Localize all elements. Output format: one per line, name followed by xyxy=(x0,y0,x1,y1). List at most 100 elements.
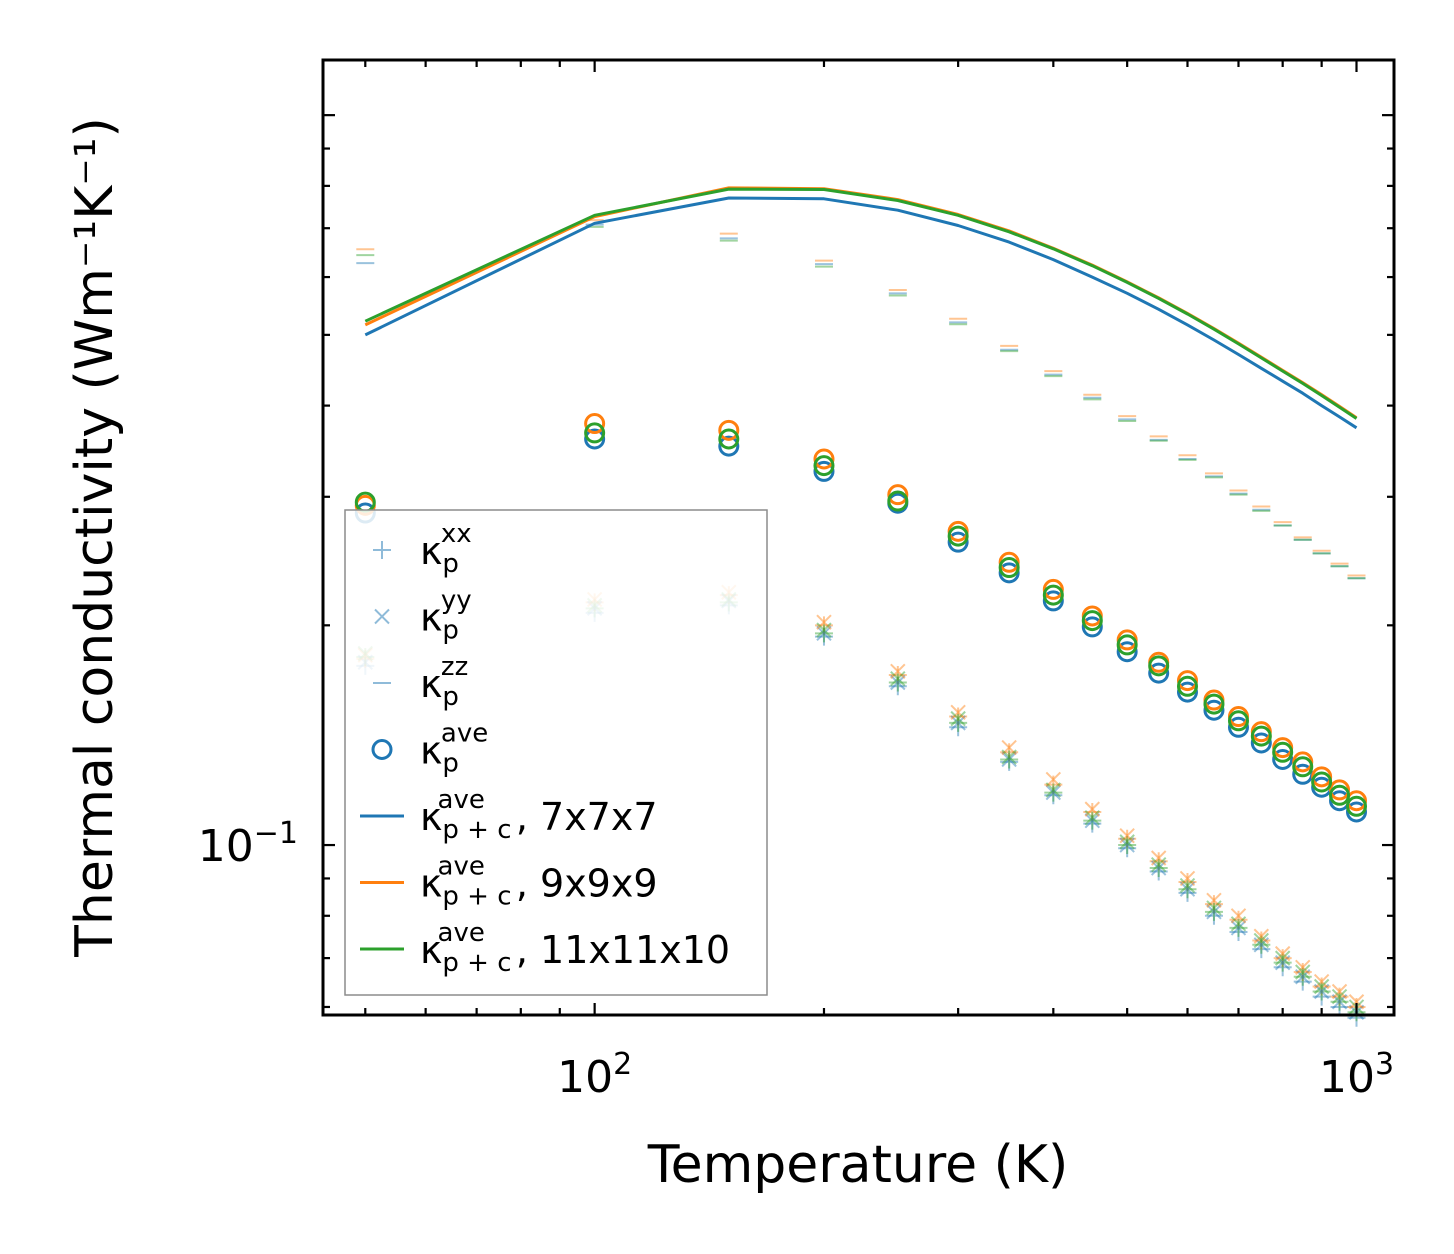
data-point-p-ave-11x11x10 xyxy=(584,422,606,444)
data-point-p-ave-7x7x7 xyxy=(1148,662,1170,684)
legend-marker xyxy=(373,541,391,559)
data-point-p-yy-9x9x9 xyxy=(1206,892,1222,909)
data-point-p-xx-9x9x9 xyxy=(1229,910,1248,929)
data-point-p-yy-11x11x10 xyxy=(1179,877,1196,894)
data-point-p-yy-7x7x7 xyxy=(816,625,832,642)
data-point-p-ave-9x9x9 xyxy=(887,484,909,506)
data-point-p-yy-9x9x9 xyxy=(1253,928,1270,944)
data-point-p-ave-11x11x10 xyxy=(1292,756,1314,778)
data-point-p-xx-9x9x9 xyxy=(814,616,833,635)
legend-frame xyxy=(344,509,768,996)
data-point-p-yy-7x7x7 xyxy=(1331,994,1348,1010)
data-point-p-xx-7x7x7 xyxy=(1204,906,1223,925)
data-point-p-yy-7x7x7 xyxy=(1084,812,1101,829)
data-point-p-ave-11x11x10 xyxy=(1116,634,1138,656)
data-point-p-yy-9x9x9 xyxy=(1084,801,1101,817)
y-axis-label: Thermal conductivity (Wm⁻¹K⁻¹) xyxy=(65,117,125,958)
data-point-p-ave-7x7x7 xyxy=(1250,732,1272,754)
legend-marker xyxy=(374,608,390,625)
data-point-p-ave-9x9x9 xyxy=(1176,670,1198,692)
data-point-p-ave-7x7x7 xyxy=(1227,716,1249,738)
series-line-p-c-ave-7x7x7 xyxy=(364,196,1358,430)
data-point-p-yy-9x9x9 xyxy=(1274,945,1291,962)
data-point-p-ave-9x9x9 xyxy=(718,419,740,441)
data-point-p-ave-7x7x7 xyxy=(718,435,740,457)
data-point-p-ave-11x11x10 xyxy=(1042,584,1064,606)
data-point-p-yy-7x7x7 xyxy=(1179,881,1196,897)
data-point-p-xx-9x9x9 xyxy=(1044,775,1063,794)
data-point-p-xx-9x9x9 xyxy=(1312,977,1331,996)
data-point-p-yy-9x9x9 xyxy=(1001,739,1017,756)
data-point-p-yy-9x9x9 xyxy=(816,614,832,630)
data-point-p-yy-11x11x10 xyxy=(1045,782,1062,798)
data-point-p-yy-11x11x10 xyxy=(1331,988,1348,1005)
data-point-p-ave-7x7x7 xyxy=(1346,801,1368,823)
data-layer xyxy=(354,186,1368,1027)
data-point-p-yy-7x7x7 xyxy=(1274,954,1291,971)
data-point-p-yy-9x9x9 xyxy=(1119,827,1135,844)
data-point-p-yy-7x7x7 xyxy=(1119,837,1135,853)
data-point-p-ave-11x11x10 xyxy=(998,557,1020,579)
data-point-p-yy-11x11x10 xyxy=(1295,964,1311,980)
legend-label: κpave xyxy=(420,719,488,779)
data-point-p-yy-11x11x10 xyxy=(1084,810,1101,826)
data-point-p-yy-9x9x9 xyxy=(950,704,966,721)
data-point-p-yy-7x7x7 xyxy=(1206,904,1222,920)
data-point-p-xx-9x9x9 xyxy=(1273,949,1292,968)
data-point-p-xx-7x7x7 xyxy=(1083,814,1102,833)
data-point-p-ave-7x7x7 xyxy=(584,428,606,450)
x-tick-label: 102 xyxy=(557,1047,632,1103)
data-point-p-ave-11x11x10 xyxy=(1203,693,1225,715)
data-point-p-xx-11x11x10 xyxy=(1044,783,1063,802)
data-point-p-ave-11x11x10 xyxy=(1176,675,1198,697)
data-point-p-xx-7x7x7 xyxy=(949,718,968,737)
series-line-p-c-ave-9x9x9 xyxy=(364,186,1358,419)
data-point-p-yy-9x9x9 xyxy=(1331,983,1348,1000)
data-point-p-yy-7x7x7 xyxy=(890,674,906,691)
x-tick-label: 103 xyxy=(1319,1047,1394,1103)
data-point-p-ave-7x7x7 xyxy=(1203,699,1225,721)
y-tick-label: 10−1 xyxy=(198,816,298,872)
data-point-p-ave-11x11x10 xyxy=(1272,741,1294,763)
data-point-p-ave-11x11x10 xyxy=(1329,784,1351,806)
data-point-p-xx-9x9x9 xyxy=(1252,931,1271,950)
data-point-p-ave-7x7x7 xyxy=(1176,681,1198,703)
data-point-p-xx-11x11x10 xyxy=(1149,859,1168,878)
data-point-p-xx-11x11x10 xyxy=(1293,967,1312,986)
data-point-p-yy-9x9x9 xyxy=(890,663,906,680)
data-point-p-xx-11x11x10 xyxy=(1000,750,1019,769)
data-point-p-yy-11x11x10 xyxy=(1253,932,1270,949)
data-point-p-xx-7x7x7 xyxy=(1252,940,1271,959)
data-point-p-yy-11x11x10 xyxy=(1206,900,1222,916)
data-point-p-xx-11x11x10 xyxy=(1204,902,1223,921)
legend-label: κpzz xyxy=(420,652,468,712)
data-point-p-xx-11x11x10 xyxy=(1178,880,1197,899)
data-point-p-yy-11x11x10 xyxy=(890,671,906,687)
data-point-p-xx-9x9x9 xyxy=(1204,895,1223,914)
data-point-p-ave-7x7x7 xyxy=(813,460,835,482)
data-point-p-xx-7x7x7 xyxy=(1178,883,1197,902)
data-point-p-xx-9x9x9 xyxy=(1293,962,1312,981)
data-point-p-ave-11x11x10 xyxy=(947,525,969,547)
data-point-p-ave-11x11x10 xyxy=(1148,655,1170,677)
data-point-p-yy-11x11x10 xyxy=(1119,834,1135,850)
data-point-p-yy-9x9x9 xyxy=(1045,771,1062,788)
legend-label: κp + cave, 11x11x10 xyxy=(420,918,730,978)
data-point-p-yy-9x9x9 xyxy=(1313,973,1330,990)
data-point-p-xx-7x7x7 xyxy=(814,627,833,646)
data-point-p-yy-11x11x10 xyxy=(816,622,832,638)
data-point-p-xx-11x11x10 xyxy=(1083,811,1102,830)
data-point-p-yy-9x9x9 xyxy=(1230,908,1247,924)
data-point-p-yy-9x9x9 xyxy=(1179,870,1196,887)
data-point-p-xx-9x9x9 xyxy=(1330,987,1349,1006)
axes-frame xyxy=(321,58,1396,1017)
data-point-p-yy-9x9x9 xyxy=(1348,994,1365,1010)
data-point-p-ave-11x11x10 xyxy=(1346,795,1368,817)
data-point-p-xx-11x11x10 xyxy=(949,713,968,732)
data-point-p-xx-11x11x10 xyxy=(1330,992,1349,1011)
data-point-p-xx-11x11x10 xyxy=(1312,982,1331,1001)
data-point-p-ave-7x7x7 xyxy=(1272,748,1294,770)
data-point-p-ave-11x11x10 xyxy=(1227,710,1249,732)
